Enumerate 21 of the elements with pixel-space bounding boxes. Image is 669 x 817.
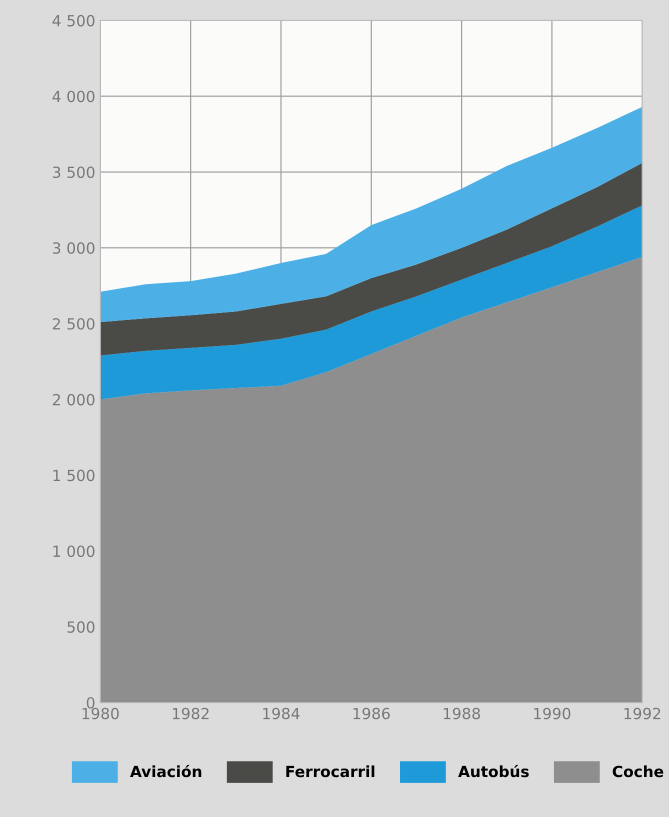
legend-label: Aviación: [130, 764, 202, 778]
y-tick-label: 3 000: [52, 242, 94, 254]
y-tick-label: 1 000: [53, 545, 94, 558]
legend-label: Ferrocarril: [286, 765, 374, 778]
x-tick-label: 1982: [172, 708, 209, 720]
y-tick-label: 2 000: [52, 394, 94, 406]
y-tick-label: 2 500: [52, 318, 94, 330]
x-tick-label: 1992: [624, 708, 660, 720]
legend-label: Autobús: [458, 764, 529, 778]
y-tick-label: 4 500: [52, 14, 94, 26]
y-tick-label: 3 500: [52, 166, 94, 178]
legend-label: Coche: [612, 765, 664, 778]
x-tick-label: 1984: [263, 708, 300, 720]
y-tick-label: 4 000: [52, 90, 94, 102]
y-tick-label: 0: [86, 697, 94, 709]
x-tick-label: 1986: [354, 708, 390, 720]
x-tick-label: 1988: [444, 708, 480, 720]
y-tick-label: 500: [68, 621, 94, 633]
x-tick-label: 1990: [534, 708, 570, 720]
y-tick-label: 1 500: [53, 470, 94, 482]
x-tick-label: 1980: [82, 708, 119, 720]
